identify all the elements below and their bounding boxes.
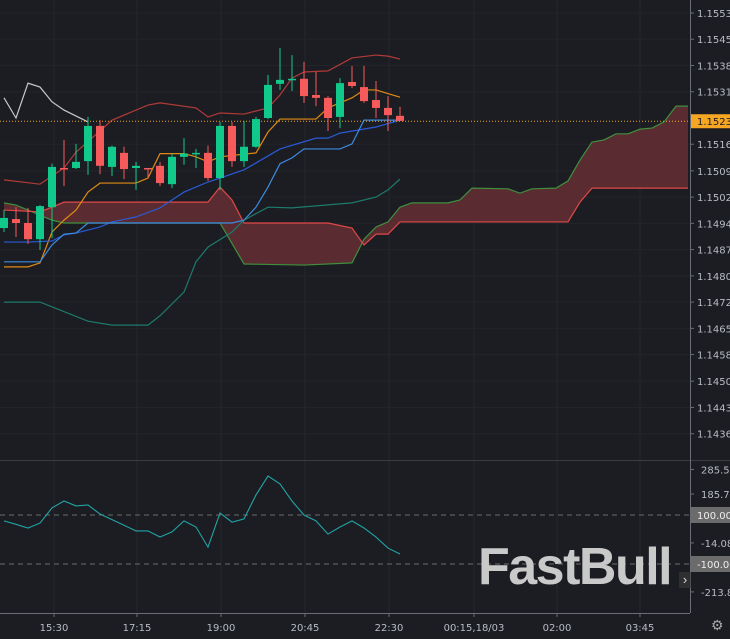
grid — [53, 0, 641, 613]
candle-body — [348, 82, 356, 86]
candle-body — [252, 119, 260, 147]
price-tick-label: 1.14435 — [697, 403, 730, 414]
senkou-span-a — [3, 105, 688, 266]
cci-tick-label: 285.59 — [701, 466, 730, 477]
candle-body — [192, 152, 200, 155]
candle-body — [396, 115, 404, 121]
candle-body — [372, 100, 380, 108]
time-tick-label: 03:45 — [626, 623, 655, 634]
time-tick-label: 19:00 — [207, 623, 236, 634]
ichimoku-cloud — [3, 105, 688, 266]
candle-body — [60, 167, 68, 170]
candle-body — [0, 217, 8, 229]
cloud-fill — [4, 106, 688, 266]
indicator-lines — [0, 54, 690, 326]
chikou-line — [3, 82, 89, 123]
candle-body — [132, 165, 140, 168]
candle-body — [84, 125, 92, 162]
price-tick-label: 1.15386 — [697, 61, 730, 72]
candle-body — [180, 153, 188, 157]
time-tick-label: 02:00 — [543, 623, 572, 634]
price-tick-label: 1.15532 — [697, 9, 730, 20]
time-tick-label: 15:30 — [40, 623, 69, 634]
candle-body — [204, 152, 212, 179]
cci-level-badge — [691, 556, 730, 572]
candle-body — [276, 79, 284, 84]
candle-body — [96, 125, 104, 166]
price-tick-label: 1.14947 — [697, 219, 730, 230]
candles — [0, 47, 404, 250]
candle-body — [48, 166, 56, 208]
candle-body — [240, 146, 248, 162]
price-tick-label: 1.14508 — [697, 377, 730, 388]
price-tick-label: 1.15167 — [697, 140, 730, 151]
candle-body — [384, 107, 392, 116]
cci-level-badge — [691, 507, 730, 523]
time-tick-label: 17:15 — [123, 623, 152, 634]
time-tick-label: 00:15,18/03 — [444, 623, 505, 634]
cci-tick-label: 100.00 — [697, 511, 730, 522]
candle-body — [324, 97, 332, 118]
price-tick-label: 1.14655 — [697, 324, 730, 335]
price-tick-label: 1.15313 — [697, 88, 730, 99]
candle-body — [36, 206, 44, 240]
price-tick-label: 1.14874 — [697, 246, 730, 257]
price-tick-label: 1.14362 — [697, 430, 730, 441]
bb-lower-line — [4, 178, 401, 326]
candle-body — [156, 165, 164, 184]
price-tick-label: 1.15020 — [697, 193, 730, 204]
price-tick-label: 1.14728 — [697, 298, 730, 309]
candle-body — [288, 78, 296, 81]
cci-tick-label: -213.87 — [701, 588, 730, 599]
candle-body — [360, 87, 368, 102]
gear-icon[interactable]: ⚙ — [711, 617, 724, 633]
last-price-badge — [691, 114, 730, 129]
candle-body — [168, 156, 176, 185]
candle-body — [300, 78, 308, 97]
candle-body — [264, 84, 272, 118]
kijun-line — [4, 119, 400, 263]
candle-body — [144, 167, 152, 170]
candle-body — [312, 94, 320, 98]
price-tick-label: 1.15459 — [697, 35, 730, 46]
candle-body — [24, 222, 32, 240]
time-tick-label: 22:30 — [375, 623, 404, 634]
cci-line — [3, 475, 401, 555]
bb-upper-line — [3, 54, 401, 185]
candle-body — [120, 152, 128, 170]
senkou-span-b — [3, 186, 688, 246]
fastbull-watermark: FastBull — [478, 540, 673, 594]
time-tick-label: 20:45 — [291, 623, 320, 634]
price-tick-label: 1.15093 — [697, 167, 730, 178]
cci-panel — [0, 475, 690, 565]
candle-body — [336, 83, 344, 117]
candle-body — [108, 146, 116, 167]
candle-body — [216, 125, 224, 179]
candle-body — [72, 161, 80, 168]
chevron-right-icon[interactable]: › — [679, 572, 691, 588]
cci-tick-label: 185.70 — [701, 490, 730, 501]
candle-body — [12, 219, 20, 223]
price-tick-label: 1.14582 — [697, 351, 730, 362]
candle-body — [228, 125, 236, 162]
cci-tick-label: -100.00 — [697, 560, 730, 571]
cci-tick-label: -14.08 — [701, 539, 730, 550]
